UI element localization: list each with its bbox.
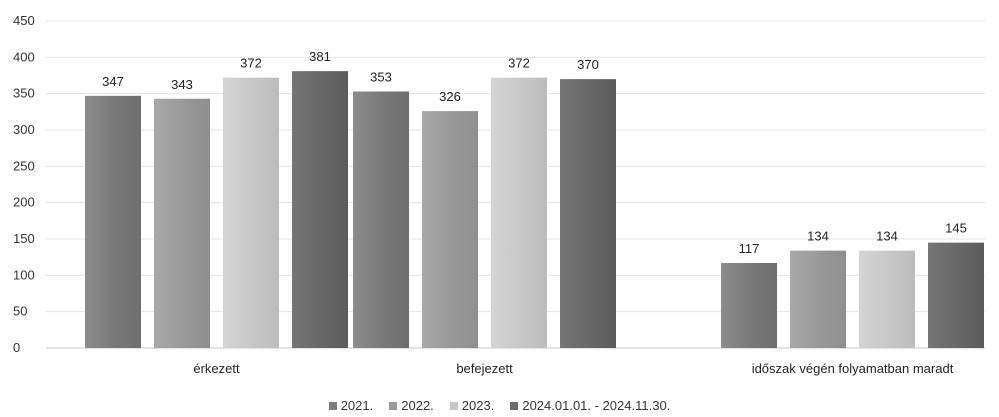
y-tick-label: 450 bbox=[13, 13, 35, 28]
legend-label: 2021. bbox=[340, 398, 374, 413]
data-label: 372 bbox=[508, 56, 530, 71]
legend-label: 2023. bbox=[461, 398, 495, 413]
y-tick-label: 250 bbox=[13, 158, 35, 173]
y-tick-label: 150 bbox=[13, 231, 35, 246]
data-label: 343 bbox=[171, 77, 193, 92]
bar bbox=[154, 98, 210, 349]
data-label: 372 bbox=[240, 56, 262, 71]
bar bbox=[560, 79, 616, 348]
legend-label: 2024.01.01. - 2024.11.30. bbox=[522, 398, 671, 413]
bar bbox=[223, 77, 279, 349]
y-tick-label: 300 bbox=[13, 122, 35, 137]
bar bbox=[859, 250, 915, 348]
y-tick-label: 350 bbox=[13, 86, 35, 101]
category-label: befejezett bbox=[456, 361, 513, 376]
bar bbox=[422, 111, 478, 349]
legend-item: 2022. bbox=[389, 398, 434, 413]
data-label: 353 bbox=[370, 69, 392, 84]
data-label: 381 bbox=[309, 49, 331, 64]
legend-swatch bbox=[389, 402, 398, 410]
legend-swatch bbox=[449, 402, 458, 410]
legend-item: 2023. bbox=[449, 398, 495, 413]
y-tick-label: 0 bbox=[13, 340, 20, 355]
bar bbox=[790, 250, 846, 348]
bar bbox=[85, 95, 141, 348]
category-label: időszak végén folyamatban maradt bbox=[752, 361, 954, 376]
data-label: 134 bbox=[876, 229, 898, 244]
y-tick-label: 50 bbox=[13, 304, 27, 319]
bar bbox=[491, 77, 547, 349]
data-label: 117 bbox=[739, 241, 760, 256]
y-tick-label: 200 bbox=[13, 195, 35, 210]
data-label: 326 bbox=[439, 89, 461, 104]
bar bbox=[928, 242, 984, 348]
data-label: 145 bbox=[945, 221, 967, 236]
data-label: 370 bbox=[577, 57, 599, 72]
legend: 2021. 2022. 2023. 2024.01.01. - 2024.11.30. bbox=[0, 398, 999, 413]
bar bbox=[292, 71, 348, 348]
legend-item: 2021. bbox=[328, 398, 374, 413]
legend-item: 2024.01.01. - 2024.11.30. bbox=[510, 398, 670, 413]
legend-swatch bbox=[510, 402, 519, 410]
data-label: 347 bbox=[102, 74, 124, 89]
bar bbox=[721, 262, 777, 348]
bar bbox=[353, 91, 409, 348]
y-tick-label: 400 bbox=[13, 49, 35, 64]
legend-label: 2022. bbox=[401, 398, 434, 413]
category-label: érkezett bbox=[193, 361, 240, 376]
data-label: 134 bbox=[807, 229, 829, 244]
y-tick-label: 100 bbox=[13, 267, 35, 282]
legend-swatch bbox=[328, 402, 337, 410]
